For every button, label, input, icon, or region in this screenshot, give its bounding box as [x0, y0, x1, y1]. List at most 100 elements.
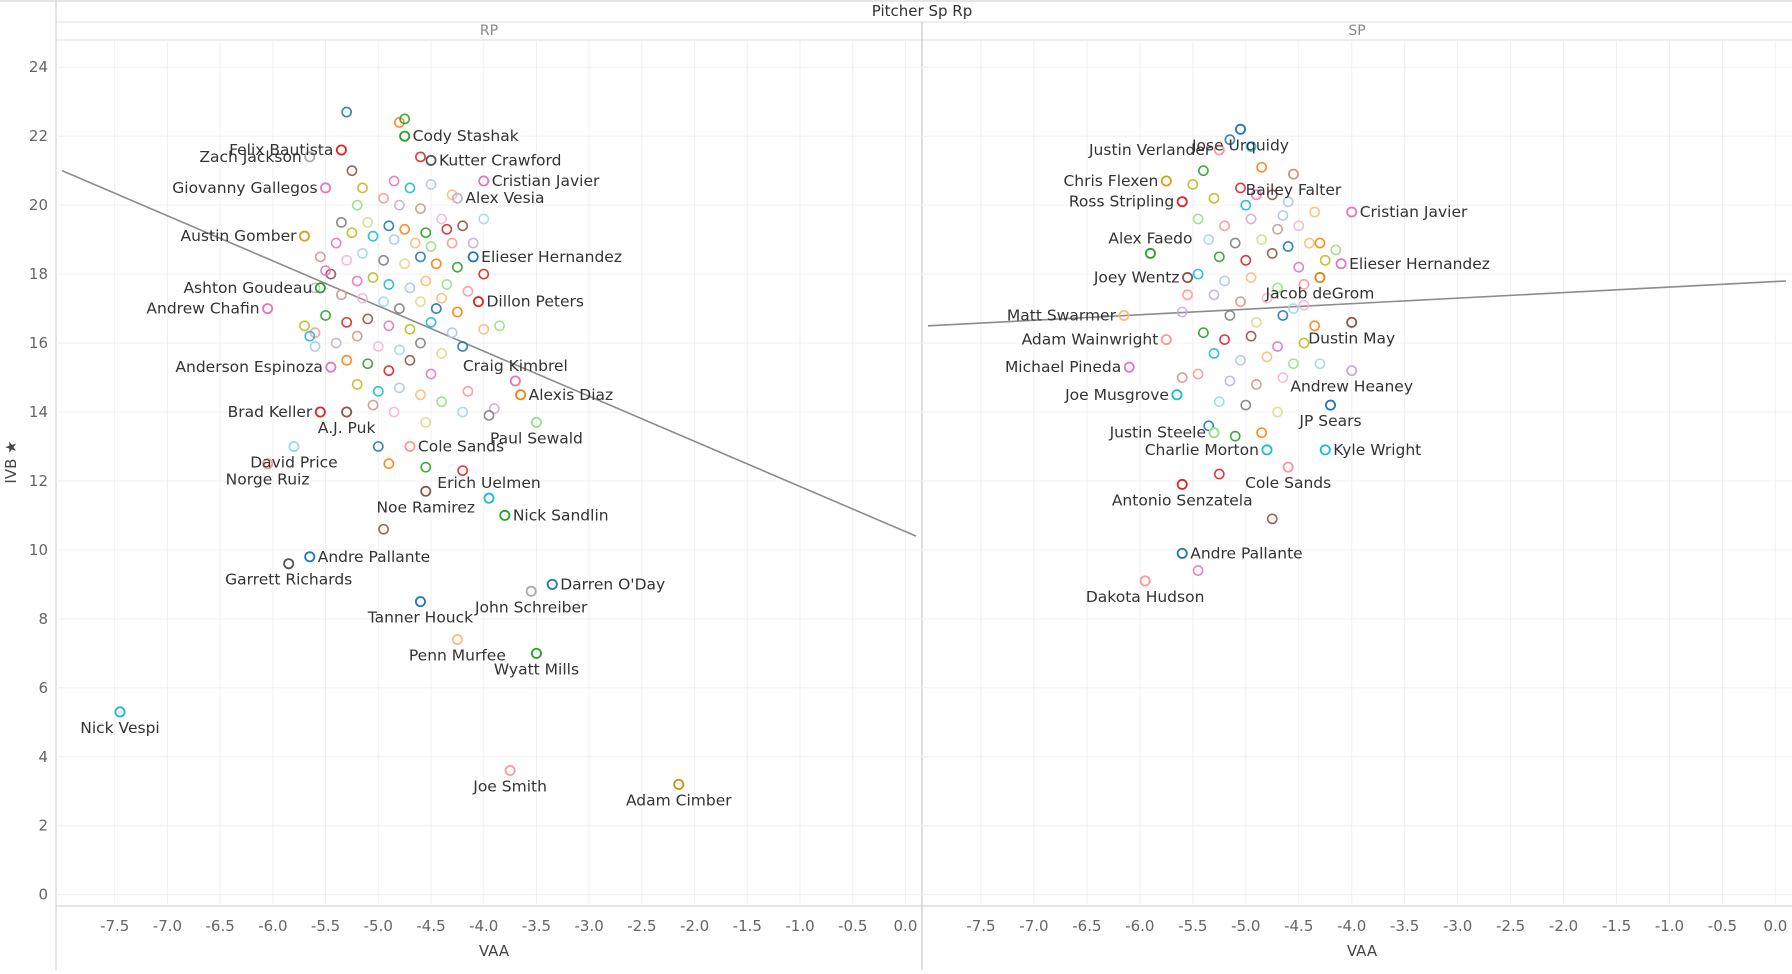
data-point — [457, 406, 469, 418]
data-point — [393, 303, 405, 314]
data-point — [462, 385, 474, 397]
data-point — [404, 354, 416, 366]
data-point — [420, 416, 432, 428]
data-point — [1208, 289, 1220, 301]
data-point — [1219, 275, 1230, 287]
data-point-labeled — [399, 130, 411, 142]
data-point — [404, 182, 416, 194]
data-point-labeled — [504, 765, 516, 777]
x-axis-title: VAA — [1347, 942, 1378, 960]
grid-lines — [56, 40, 1792, 906]
data-point — [378, 296, 389, 308]
data-point-labeled — [314, 282, 326, 294]
point-label: Cristian Javier — [1360, 203, 1468, 221]
x-tick-label: -7.0 — [1019, 917, 1048, 935]
data-point — [1240, 199, 1252, 211]
data-point — [420, 275, 432, 287]
data-point — [1192, 565, 1204, 576]
data-point-labeled — [325, 361, 337, 373]
point-label: Andre Pallante — [318, 548, 430, 566]
data-point — [1192, 213, 1204, 225]
trend-lines — [61, 169, 1787, 537]
data-point — [1330, 244, 1342, 256]
point-label: Nick Sandlin — [513, 506, 609, 524]
data-point — [341, 316, 353, 328]
data-point-labeled — [341, 406, 353, 418]
data-point — [1261, 292, 1273, 304]
x-tick-label: -1.0 — [1655, 917, 1684, 935]
point-label: JP Sears — [1298, 412, 1361, 430]
point-label: David Price — [250, 453, 338, 471]
data-point — [357, 182, 368, 194]
data-point — [341, 354, 353, 366]
data-point-labeled — [262, 458, 274, 470]
point-label: Dustin May — [1308, 329, 1395, 347]
data-point — [393, 382, 405, 394]
data-point — [1245, 141, 1257, 152]
data-point — [425, 241, 437, 252]
y-tick-label: 0 — [38, 886, 48, 904]
data-point-labeled — [414, 596, 426, 608]
x-tick-label: -7.5 — [100, 917, 129, 935]
point-label: Justin Steele — [1109, 424, 1206, 442]
data-point — [1213, 251, 1225, 263]
point-label: Cristian Javier — [492, 172, 600, 190]
x-tick-label: -5.0 — [1231, 917, 1260, 935]
data-point-labeled — [525, 585, 537, 597]
data-point — [441, 223, 453, 235]
data-point-labeled — [1346, 365, 1358, 377]
data-point — [1245, 272, 1257, 283]
data-point-labeled — [1335, 258, 1347, 270]
point-label: Noe Ramirez — [376, 498, 475, 516]
data-point — [383, 279, 395, 290]
data-point — [378, 523, 389, 535]
data-point — [1319, 254, 1331, 266]
data-point — [404, 282, 416, 294]
data-point — [1309, 206, 1321, 218]
data-point — [478, 268, 490, 280]
y-tick-label: 8 — [38, 610, 48, 628]
point-label: Bailey Falter — [1246, 181, 1342, 199]
point-label: Joey Wentz — [1093, 269, 1180, 287]
data-point — [446, 237, 458, 249]
data-point — [362, 358, 374, 370]
data-point — [1219, 220, 1230, 232]
point-label: Chris Flexen — [1063, 172, 1158, 190]
x-tick-label: -2.0 — [1549, 917, 1578, 935]
data-point — [1288, 358, 1299, 370]
point-label: Joe Smith — [472, 778, 547, 796]
data-point — [357, 248, 368, 259]
x-tick-label: -7.5 — [966, 917, 995, 935]
data-point — [494, 320, 505, 332]
data-point — [1298, 279, 1310, 290]
data-point — [1314, 358, 1326, 370]
data-point — [1213, 468, 1225, 480]
data-point-labeled — [546, 578, 558, 590]
data-point-labeled — [262, 303, 274, 315]
data-point — [1203, 420, 1215, 432]
data-point — [1277, 210, 1289, 221]
data-point — [372, 441, 384, 452]
data-point — [404, 323, 416, 335]
x-tick-label: -1.5 — [1602, 917, 1631, 935]
data-point — [383, 365, 395, 377]
y-tick-label: 6 — [38, 679, 48, 697]
data-point — [1235, 182, 1246, 194]
data-point — [383, 320, 395, 332]
data-point — [415, 389, 426, 401]
data-point — [451, 306, 463, 318]
data-point — [409, 237, 421, 249]
point-label: Nick Vespi — [80, 719, 159, 737]
data-point — [1272, 341, 1283, 352]
trend-line-rp — [61, 169, 917, 537]
data-point — [351, 199, 363, 211]
data-point — [1266, 513, 1278, 525]
point-label: Alexis Diaz — [529, 386, 614, 404]
data-point-labeled — [483, 492, 495, 504]
data-point — [467, 237, 479, 249]
data-point-labeled — [515, 389, 527, 401]
data-point — [320, 310, 331, 321]
point-labels: Felix Bautista Cody Stashak Zach Jackson Ku… — [80, 127, 1490, 809]
data-point — [341, 106, 353, 118]
